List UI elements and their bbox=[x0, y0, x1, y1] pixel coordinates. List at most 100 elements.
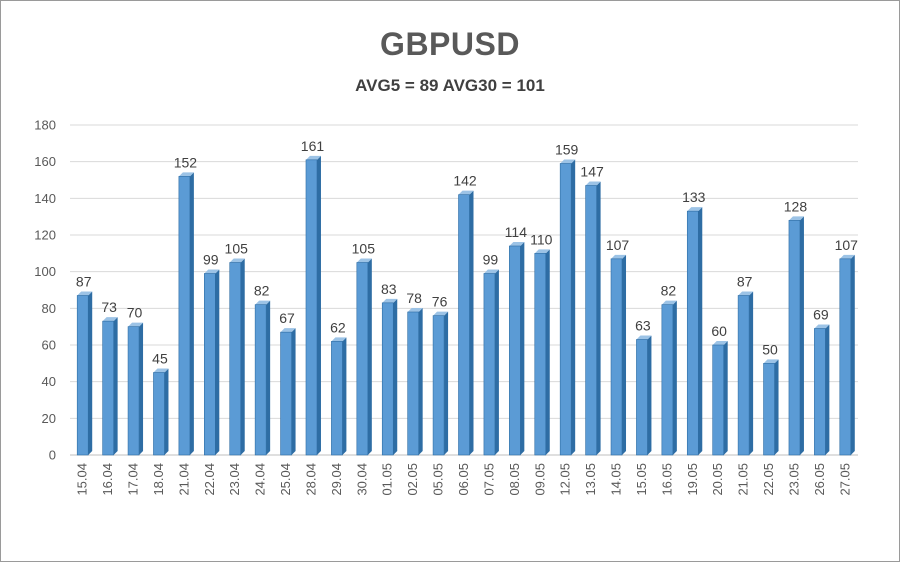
bar-side bbox=[774, 359, 779, 455]
x-tick-label: 15.04 bbox=[75, 463, 90, 496]
bar bbox=[356, 258, 372, 456]
bar-front bbox=[280, 331, 292, 456]
y-tick-label: 100 bbox=[34, 264, 56, 279]
bar bbox=[661, 300, 677, 456]
bar-side bbox=[164, 368, 169, 455]
y-tick-label: 140 bbox=[34, 191, 56, 206]
bar-side bbox=[418, 308, 423, 455]
y-tick-label: 60 bbox=[42, 338, 56, 353]
x-axis: 15.04 16.04 17.04 18.04 21.04 22.04 23.04 24.04… bbox=[75, 463, 853, 496]
bar-front bbox=[534, 253, 547, 456]
bar bbox=[483, 269, 499, 456]
data-label: 152 bbox=[174, 154, 198, 170]
data-label: 159 bbox=[555, 142, 579, 158]
bar-side bbox=[316, 155, 321, 456]
bar-side bbox=[494, 269, 499, 455]
bar-side bbox=[749, 291, 754, 455]
bar-side bbox=[240, 258, 245, 455]
bar-top bbox=[128, 322, 144, 327]
bar bbox=[686, 207, 703, 456]
x-tick-label: 19.05 bbox=[685, 463, 700, 496]
data-label: 63 bbox=[635, 318, 651, 334]
bar bbox=[610, 254, 627, 456]
bar bbox=[331, 337, 347, 456]
x-tick-label: 30.04 bbox=[354, 463, 369, 496]
data-label: 50 bbox=[762, 341, 778, 357]
bar-front bbox=[153, 372, 165, 456]
bar-front bbox=[407, 311, 419, 456]
bar bbox=[839, 254, 855, 456]
bar-top bbox=[636, 335, 652, 340]
data-label: 69 bbox=[813, 307, 829, 323]
bar-top bbox=[382, 298, 398, 303]
x-tick-label: 23.05 bbox=[786, 463, 801, 496]
bar-front bbox=[788, 220, 801, 456]
data-label: 87 bbox=[76, 274, 92, 290]
bar-front bbox=[178, 176, 191, 456]
bar-top bbox=[229, 258, 245, 263]
bar-top bbox=[356, 258, 372, 263]
bar-top bbox=[77, 291, 93, 296]
bar-top bbox=[560, 159, 576, 164]
bar-side bbox=[291, 328, 296, 455]
bar-top bbox=[839, 254, 855, 259]
x-tick-label: 26.05 bbox=[812, 463, 827, 496]
bar bbox=[178, 172, 194, 456]
bar-side bbox=[139, 322, 144, 455]
data-label: 161 bbox=[301, 138, 325, 154]
bar-top bbox=[509, 242, 525, 246]
bar bbox=[432, 311, 449, 456]
data-label: 114 bbox=[505, 224, 528, 240]
bar bbox=[204, 269, 220, 456]
bar-top bbox=[153, 368, 169, 373]
bar-side bbox=[88, 291, 93, 455]
data-label: 83 bbox=[381, 281, 397, 297]
bar-top bbox=[534, 249, 550, 254]
bar-top bbox=[433, 311, 449, 316]
x-tick-label: 08.05 bbox=[507, 463, 522, 496]
bar-front bbox=[331, 341, 343, 456]
bar-top bbox=[763, 359, 779, 364]
data-label: 105 bbox=[225, 241, 249, 257]
x-tick-label: 12.05 bbox=[558, 463, 573, 496]
x-tick-label: 22.04 bbox=[202, 463, 217, 496]
bar-side bbox=[367, 258, 372, 455]
bar-side bbox=[850, 254, 855, 455]
bar-side bbox=[799, 216, 804, 455]
bar-front bbox=[127, 326, 140, 456]
bar-top bbox=[102, 317, 118, 322]
bar-side bbox=[672, 300, 677, 455]
data-label: 78 bbox=[406, 290, 422, 306]
bar-top bbox=[178, 172, 194, 177]
chart-subtitle: AVG5 = 89 AVG30 = 101 bbox=[355, 76, 545, 95]
bar-side bbox=[647, 335, 652, 455]
bar-side bbox=[266, 300, 271, 455]
data-label: 67 bbox=[279, 310, 295, 326]
bar-top bbox=[712, 341, 728, 345]
bar bbox=[814, 324, 830, 456]
bar-front bbox=[839, 258, 852, 456]
bar bbox=[229, 258, 245, 456]
bar-top bbox=[687, 207, 703, 212]
bar-side bbox=[596, 181, 601, 455]
bar bbox=[305, 155, 321, 456]
data-label: 70 bbox=[127, 305, 143, 321]
data-labels: 87 73 70 45 152 99 105 82 67 161 62 105 83 78 76 142 99 1… bbox=[76, 138, 858, 367]
bar bbox=[737, 291, 754, 456]
bar-front bbox=[712, 344, 724, 456]
bar-top bbox=[458, 190, 474, 195]
bar-front bbox=[509, 245, 521, 456]
bar-front bbox=[381, 302, 394, 456]
x-tick-label: 16.04 bbox=[100, 463, 115, 496]
bar bbox=[788, 216, 804, 456]
bar bbox=[407, 308, 423, 456]
bar-side bbox=[444, 311, 449, 455]
bar-top bbox=[585, 181, 601, 186]
x-tick-label: 18.04 bbox=[151, 463, 166, 496]
bar-front bbox=[102, 320, 114, 456]
x-tick-label: 28.04 bbox=[303, 463, 318, 496]
bar bbox=[636, 335, 652, 456]
bar-top bbox=[280, 328, 296, 333]
bar-top bbox=[483, 269, 499, 274]
